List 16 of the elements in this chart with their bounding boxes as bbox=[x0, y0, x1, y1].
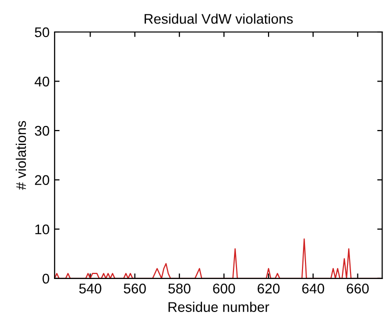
x-tick-label: 580 bbox=[168, 284, 190, 294]
x-tick-label: 620 bbox=[258, 284, 280, 294]
x-tick-label: 600 bbox=[213, 284, 236, 294]
y-tick-label: 40 bbox=[34, 76, 50, 86]
x-tick-label: 560 bbox=[124, 284, 146, 294]
x-tick-label: 660 bbox=[346, 284, 369, 294]
x-axis-title: Residue number bbox=[168, 302, 270, 312]
x-tick-label: 540 bbox=[79, 284, 102, 294]
y-tick-label: 20 bbox=[34, 175, 50, 186]
y-tick-label: 0 bbox=[42, 274, 50, 284]
x-tick-label: 640 bbox=[302, 284, 324, 294]
y-axis-title: # violations bbox=[16, 120, 26, 190]
y-tick-label: 50 bbox=[34, 27, 50, 38]
chart-title: Residual VdW violations bbox=[144, 14, 293, 24]
y-tick-label: 30 bbox=[34, 126, 50, 136]
y-tick-label: 10 bbox=[35, 224, 50, 234]
